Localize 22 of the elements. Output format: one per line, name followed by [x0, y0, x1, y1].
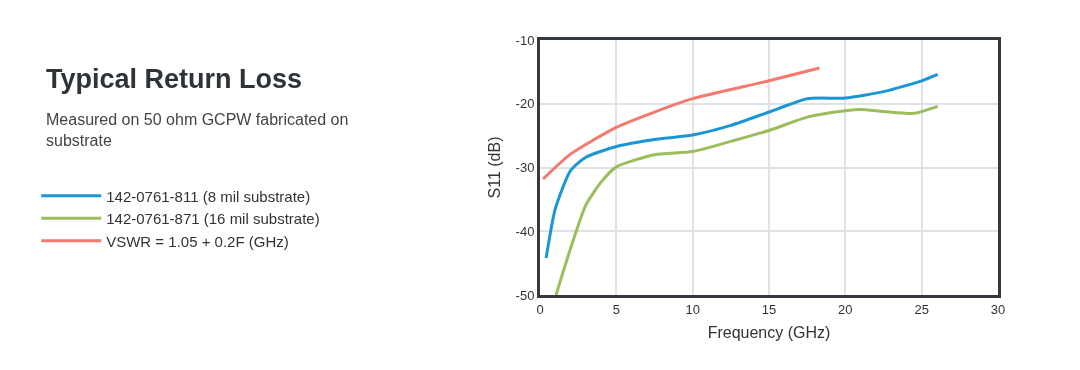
x-tick-label: 5 — [612, 301, 620, 317]
legend-label: VSWR = 1.05 + 0.2F (GHz) — [106, 232, 289, 250]
line-series — [544, 72, 940, 260]
y-tick-label: -40 — [515, 223, 535, 239]
y-tick-label: -30 — [515, 160, 535, 176]
x-tick-label: 20 — [838, 301, 853, 317]
line-series — [554, 104, 940, 295]
text: Typical Return Loss — [46, 64, 304, 95]
x-tick-label: 25 — [914, 301, 929, 317]
x-axis-title: Frequency (GHz) — [707, 324, 831, 342]
x-tick-label: 0 — [536, 301, 544, 317]
legend-label: 142-0761-871 (16 mil substrate) — [106, 210, 320, 228]
y-tick-label: -20 — [515, 96, 535, 112]
x-tick-label: 30 — [990, 301, 1006, 317]
text: Measured on 50 ohm GCPW fabricated on substrate — [46, 110, 350, 151]
x-tick-label: 15 — [761, 301, 777, 317]
y-axis-title: S11 (dB) — [485, 136, 503, 199]
x-tick-label: 10 — [685, 301, 700, 317]
y-tick-label: -50 — [515, 287, 535, 303]
legend-label: 142-0761-811 (8 mil substrate) — [106, 187, 311, 205]
y-tick-label: -10 — [515, 32, 535, 48]
line-series — [541, 66, 821, 181]
